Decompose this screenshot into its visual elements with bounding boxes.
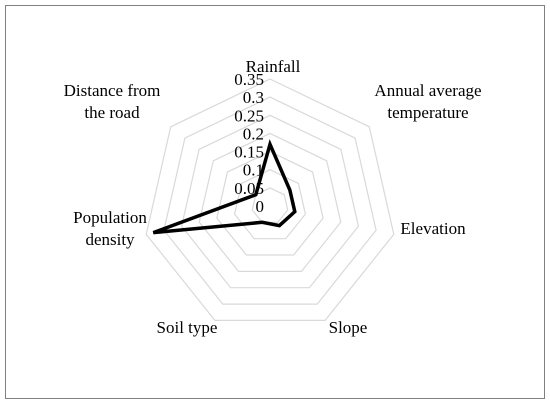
grid-ring-3 (216, 150, 324, 256)
radar-series (152, 139, 297, 235)
category-label: Annual average temperature (374, 81, 481, 122)
grid-ring-4 (198, 132, 342, 272)
tick-label: 0.25 (234, 106, 264, 125)
category-label: Rainfall (246, 57, 301, 76)
tick-label: 0 (256, 197, 265, 216)
category-label: Distance from the road (64, 81, 161, 122)
grid-ring-7 (145, 78, 395, 321)
category-label: Slope (329, 318, 368, 337)
chart-frame (5, 5, 545, 399)
category-label: Soil type (157, 318, 218, 337)
radial-tick-labels: 00.050.10.150.20.250.30.35 (234, 70, 264, 216)
radar-grid (145, 78, 395, 321)
grid-ring-5 (180, 114, 360, 289)
series-line (152, 139, 297, 235)
category-labels: Rainfall Annual average temperature Elevati… (64, 57, 482, 337)
tick-label: 0.1 (243, 161, 264, 180)
grid-ring-2 (233, 169, 307, 240)
category-label: Population density (73, 208, 147, 249)
tick-label: 0.35 (234, 70, 264, 89)
tick-label: 0.2 (243, 124, 264, 143)
tick-label: 0.15 (234, 143, 264, 162)
tick-label: 0.05 (234, 179, 264, 198)
category-label: Elevation (400, 219, 466, 238)
grid-ring-6 (163, 96, 377, 305)
tick-label: 0.3 (243, 88, 264, 107)
